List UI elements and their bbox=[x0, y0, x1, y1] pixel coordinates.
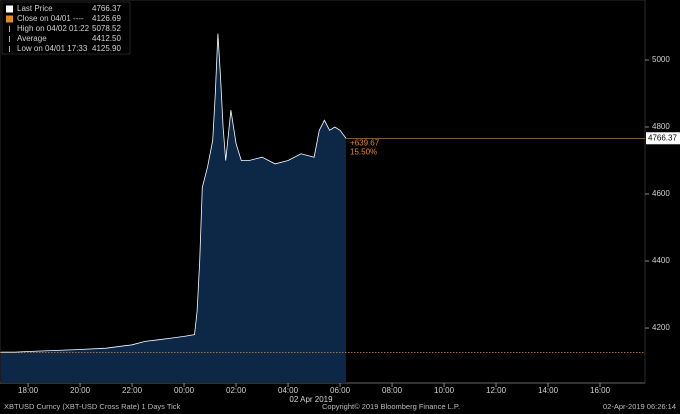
footer-left: XBTUSD Curncy (XBT-USD Cross Rate) 1 Day… bbox=[4, 402, 181, 411]
legend-value: 4126.69 bbox=[92, 14, 121, 23]
last-price-box bbox=[646, 132, 680, 145]
x-tick-label: 06:00 bbox=[330, 386, 351, 395]
x-tick-label: 16:00 bbox=[590, 386, 611, 395]
legend-label: Average bbox=[17, 34, 47, 43]
area bbox=[0, 33, 347, 383]
last-price-label: 4766.37 bbox=[648, 133, 677, 142]
price-line bbox=[0, 33, 347, 353]
change-annotation: +639.67 bbox=[350, 138, 380, 147]
x-tick-label: 02:00 bbox=[226, 386, 247, 395]
y-tick-label: 4800 bbox=[652, 122, 670, 131]
legend-swatch bbox=[6, 15, 13, 23]
legend-value: 5078.52 bbox=[92, 24, 121, 33]
legend-value: 4766.37 bbox=[92, 4, 121, 13]
legend-box bbox=[1, 1, 131, 55]
x-tick-label: 10:00 bbox=[434, 386, 455, 395]
x-tick-label: 20:00 bbox=[70, 386, 91, 395]
legend-value: 4412.50 bbox=[92, 34, 121, 43]
legend-label: High on 04/02 01:22 bbox=[17, 24, 90, 33]
x-tick-label: 08:00 bbox=[382, 386, 403, 395]
y-tick-label: 4400 bbox=[652, 256, 670, 265]
footer-right: 02-Apr-2019 06:26:14 bbox=[603, 402, 676, 411]
legend-label: Low on 04/01 17:33 bbox=[17, 44, 88, 53]
y-tick-label: 4200 bbox=[652, 323, 670, 332]
x-tick-label: 18:00 bbox=[18, 386, 39, 395]
x-tick-label: 12:00 bbox=[486, 386, 507, 395]
change-annotation: 15.50% bbox=[350, 147, 377, 156]
x-tick-label: 04:00 bbox=[278, 386, 299, 395]
y-tick-label: 5000 bbox=[652, 55, 670, 64]
legend-value: 4125.90 bbox=[92, 44, 121, 53]
legend-label: Close on 04/01 ---- bbox=[17, 14, 84, 23]
legend-label: Last Price bbox=[17, 4, 53, 13]
x-tick-label: 00:00 bbox=[174, 386, 195, 395]
x-tick-label: 22:00 bbox=[122, 386, 143, 395]
y-tick-label: 4600 bbox=[652, 189, 670, 198]
x-tick-label: 14:00 bbox=[538, 386, 559, 395]
legend-swatch bbox=[6, 5, 13, 13]
footer-center: Copyright© 2019 Bloomberg Finance L.P. bbox=[322, 402, 460, 411]
date-label: 02 Apr 2019 bbox=[289, 395, 333, 404]
